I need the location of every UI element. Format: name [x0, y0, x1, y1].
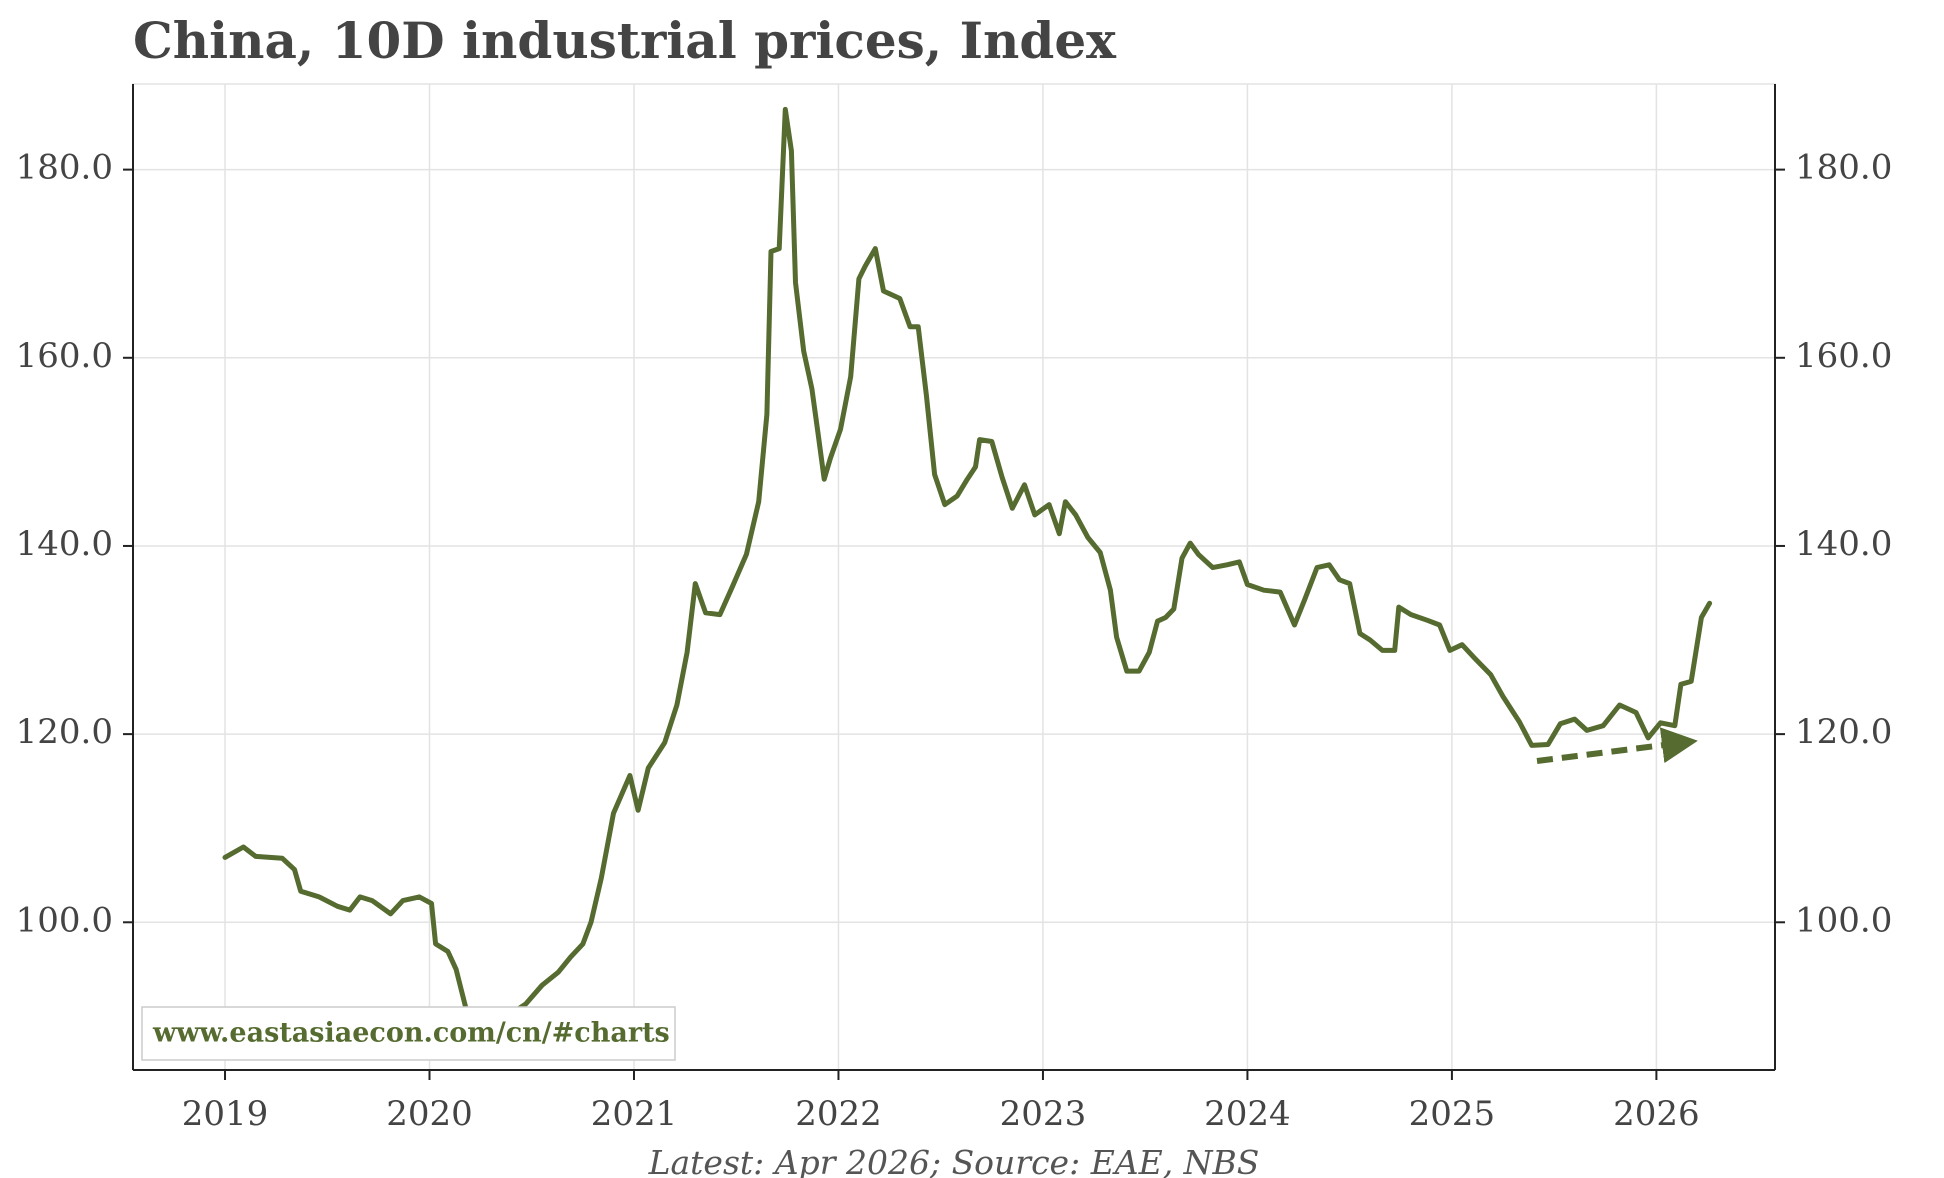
grid — [133, 84, 1775, 1070]
watermark: www.eastasiaecon.com/cn/#charts — [152, 1018, 670, 1049]
x-tick-label: 2023 — [1000, 1094, 1087, 1134]
chart-title: China, 10D industrial prices, Index — [133, 11, 1117, 70]
x-tick-label: 2024 — [1204, 1094, 1291, 1134]
marks — [222, 106, 1713, 1049]
y-tick-label: 100.0 — [16, 900, 113, 940]
watermark-box — [141, 1006, 676, 1061]
trend-arrow — [1536, 727, 1698, 764]
y-tick-label: 120.0 — [16, 712, 113, 752]
x-tick-label: 2020 — [386, 1094, 473, 1134]
y2-tick-label: 140.0 — [1795, 524, 1892, 564]
y-tick-label: 180.0 — [16, 148, 113, 188]
x-tick-label: 2021 — [591, 1094, 678, 1134]
y2-tick-label: 100.0 — [1795, 900, 1892, 940]
data-line — [222, 106, 1713, 1049]
axes: 100.0 100.0 120.0 120.0 140.0 140.0 160.0 160.0… — [16, 83, 1892, 1134]
x-tick-label: 2025 — [1409, 1094, 1496, 1134]
y2-tick-label: 180.0 — [1795, 148, 1892, 188]
y2-tick-label: 120.0 — [1795, 712, 1892, 752]
y-tick-label: 140.0 — [16, 524, 113, 564]
source: Latest: Apr 2026; Source: EAE, NBS — [648, 1143, 1260, 1178]
x-tick-label: 2019 — [182, 1094, 269, 1134]
x-tick-label: 2022 — [795, 1094, 882, 1134]
y2-tick-label: 160.0 — [1795, 336, 1892, 376]
y-tick-label: 160.0 — [16, 336, 113, 376]
x-tick-label: 2026 — [1613, 1094, 1700, 1134]
